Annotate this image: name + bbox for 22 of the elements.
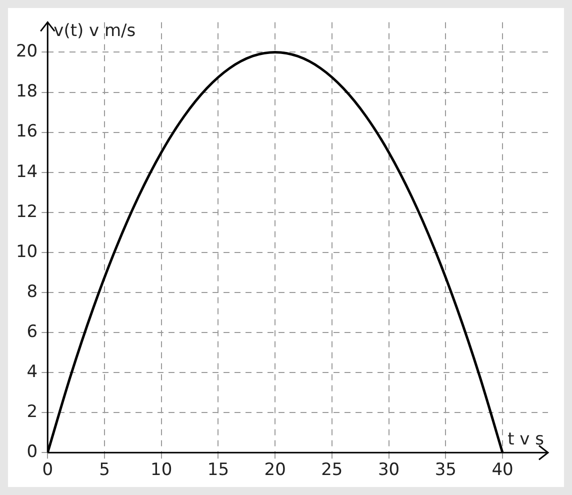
y-tick-label: 14 [16,162,38,182]
y-tick-label: 18 [16,82,38,102]
y-tick-label: 2 [26,402,38,422]
x-tick-label: 5 [99,460,110,480]
y-tick-label: 12 [16,202,38,222]
y-tick-label: 4 [26,362,38,382]
x-tick-label: 25 [321,460,343,480]
y-tick-label: 20 [16,42,38,62]
y-tick-label: 10 [16,242,38,262]
y-tick-label: 16 [16,122,38,142]
x-tick-label: 0 [42,460,54,480]
x-tick-label: 15 [207,460,230,480]
y-tick-label: 8 [26,282,38,302]
y-tick-label: 6 [26,322,38,342]
x-tick-label: 40 [492,460,514,480]
x-tick-label: 20 [264,460,286,480]
x-tick-label: 35 [434,460,456,480]
x-tick-label: 30 [378,460,400,480]
y-tick-label: 0 [26,442,38,462]
x-axis-title: t v s [508,430,544,450]
x-tick-label: 10 [150,460,172,480]
y-axis-title: v(t) v m/s [54,21,136,42]
